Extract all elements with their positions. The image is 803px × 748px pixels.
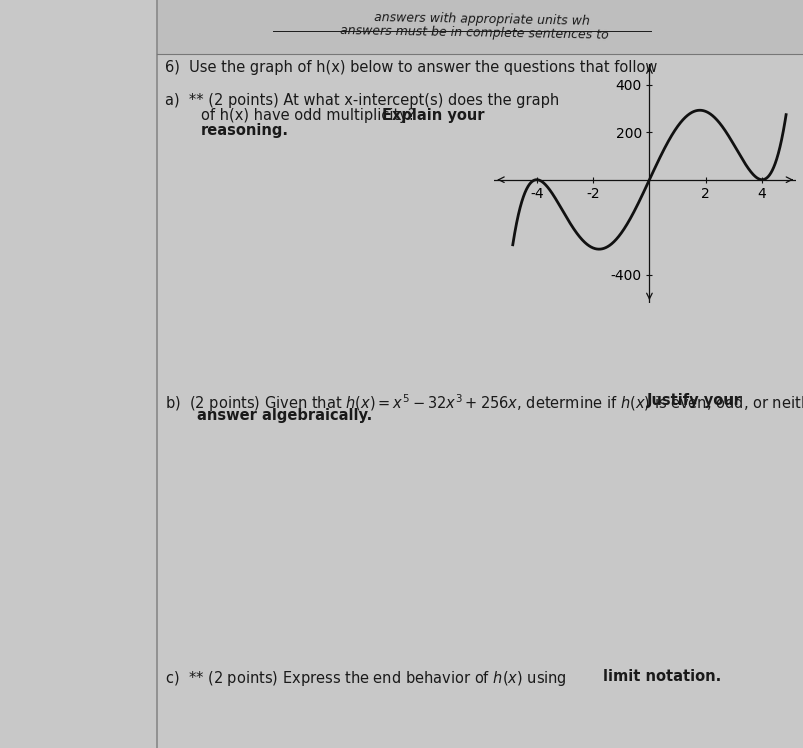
Bar [157, 0, 803, 54]
Text: limit notation.: limit notation. [602, 669, 720, 684]
Text: 6)  Use the graph of h(x) below to answer the questions that follow: 6) Use the graph of h(x) below to answer… [165, 60, 656, 75]
Text: c)  ** (2 points) Express the end behavior of $h(x)$ using: c) ** (2 points) Express the end behavio… [165, 669, 568, 688]
Text: answer algebraically.: answer algebraically. [197, 408, 372, 423]
Text: answers must be in complete sentences to: answers must be in complete sentences to [340, 24, 608, 42]
Text: a)  ** (2 points) At what x-intercept(s) does the graph: a) ** (2 points) At what x-intercept(s) … [165, 94, 558, 108]
Text: Explain your: Explain your [381, 108, 483, 123]
Text: of h(x) have odd multiplicity?: of h(x) have odd multiplicity? [201, 108, 420, 123]
Text: b)  (2 points) Given that $h(x) = x^5 - 32x^3 + 256x$, determine if $h(x)$ is ev: b) (2 points) Given that $h(x) = x^5 - 3… [165, 393, 803, 414]
Text: reasoning.: reasoning. [201, 123, 288, 138]
Text: Justify your: Justify your [646, 393, 741, 408]
Text: answers with appropriate units wh: answers with appropriate units wh [374, 11, 589, 28]
